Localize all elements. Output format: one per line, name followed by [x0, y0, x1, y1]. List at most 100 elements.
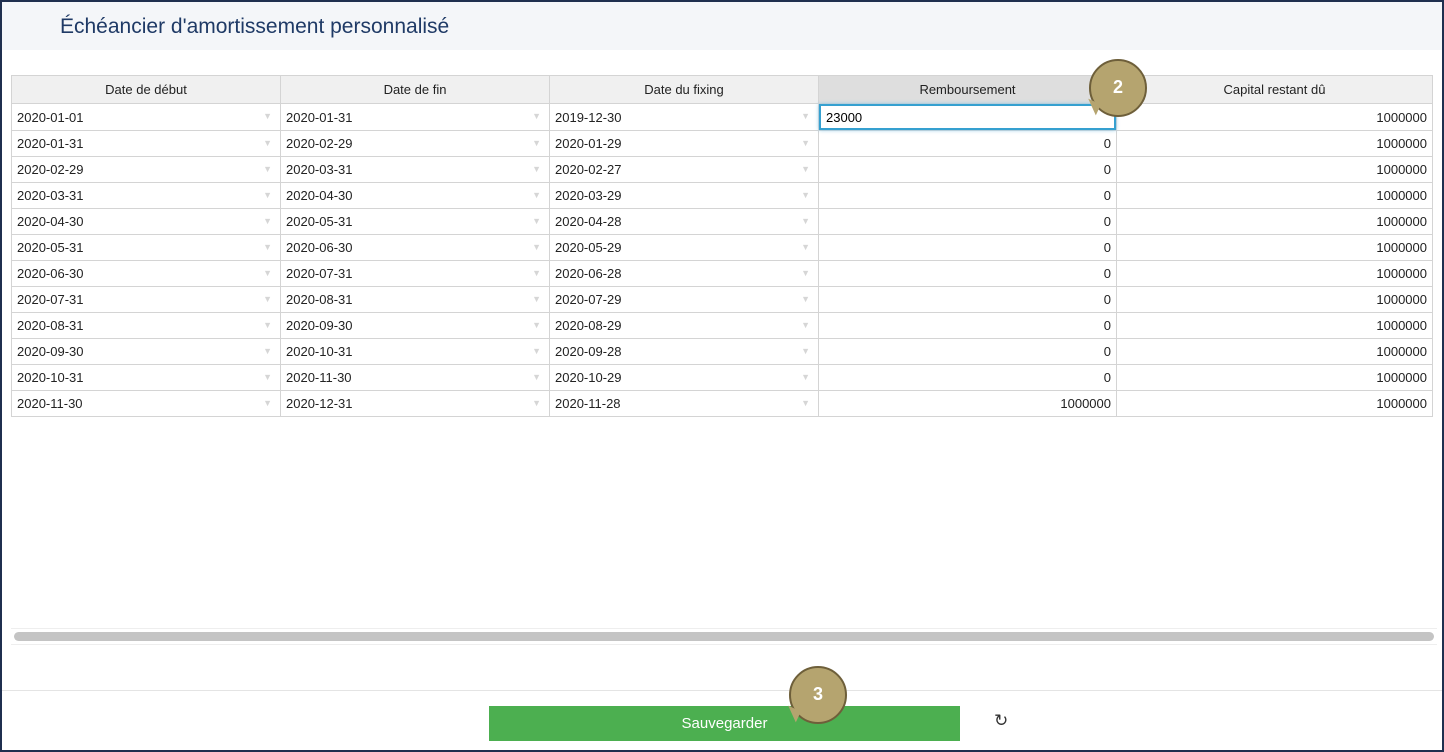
date-cell[interactable]: 2020-05-29 ▼: [549, 234, 819, 261]
remboursement-cell[interactable]: 0: [818, 338, 1117, 365]
refresh-icon[interactable]: ↻: [994, 711, 1009, 730]
column-header[interactable]: Date de début: [11, 75, 281, 104]
column-header[interactable]: Date du fixing: [549, 75, 819, 104]
dropdown-arrow-icon[interactable]: ▼: [532, 242, 541, 252]
date-cell[interactable]: 2020-01-29 ▼: [549, 130, 819, 157]
remboursement-cell[interactable]: 0: [818, 130, 1117, 157]
date-cell[interactable]: 2020-08-31 ▼: [11, 312, 281, 339]
dropdown-arrow-icon[interactable]: ▼: [263, 320, 272, 330]
dropdown-arrow-icon[interactable]: ▼: [532, 190, 541, 200]
dropdown-arrow-icon[interactable]: ▼: [801, 294, 810, 304]
date-cell[interactable]: 2020-03-29 ▼: [549, 182, 819, 209]
dropdown-arrow-icon[interactable]: ▼: [263, 372, 272, 382]
date-cell[interactable]: 2020-10-29 ▼: [549, 364, 819, 391]
dropdown-arrow-icon[interactable]: ▼: [263, 242, 272, 252]
date-cell[interactable]: 2020-01-01 ▼: [11, 103, 281, 131]
capital-cell[interactable]: 1000000: [1116, 103, 1433, 131]
date-cell[interactable]: 2020-02-27 ▼: [549, 156, 819, 183]
dropdown-arrow-icon[interactable]: ▼: [263, 398, 272, 408]
dropdown-arrow-icon[interactable]: ▼: [532, 398, 541, 408]
remboursement-cell[interactable]: 0: [818, 208, 1117, 235]
remboursement-cell[interactable]: 1000000: [818, 390, 1117, 417]
date-cell[interactable]: 2020-10-31 ▼: [280, 338, 550, 365]
date-cell[interactable]: 2020-03-31 ▼: [280, 156, 550, 183]
dropdown-arrow-icon[interactable]: ▼: [801, 268, 810, 278]
dropdown-arrow-icon[interactable]: ▼: [532, 164, 541, 174]
dropdown-arrow-icon[interactable]: ▼: [532, 320, 541, 330]
remboursement-cell[interactable]: 0: [818, 156, 1117, 183]
date-cell[interactable]: 2020-08-31 ▼: [280, 286, 550, 313]
horizontal-scrollbar-track[interactable]: [11, 628, 1437, 645]
capital-cell[interactable]: 1000000: [1116, 364, 1433, 391]
dropdown-arrow-icon[interactable]: ▼: [263, 216, 272, 226]
dropdown-arrow-icon[interactable]: ▼: [801, 398, 810, 408]
column-header[interactable]: Date de fin: [280, 75, 550, 104]
capital-cell[interactable]: 1000000: [1116, 182, 1433, 209]
dropdown-arrow-icon[interactable]: ▼: [801, 216, 810, 226]
dropdown-arrow-icon[interactable]: ▼: [532, 216, 541, 226]
date-cell[interactable]: 2020-06-30 ▼: [11, 260, 281, 287]
date-cell[interactable]: 2020-02-29 ▼: [280, 130, 550, 157]
dropdown-arrow-icon[interactable]: ▼: [801, 320, 810, 330]
remboursement-input[interactable]: [819, 104, 1116, 130]
date-cell[interactable]: 2020-03-31 ▼: [11, 182, 281, 209]
dropdown-arrow-icon[interactable]: ▼: [532, 111, 541, 121]
date-cell[interactable]: 2020-01-31 ▼: [11, 130, 281, 157]
date-cell[interactable]: 2020-12-31 ▼: [280, 390, 550, 417]
date-cell[interactable]: 2020-07-31 ▼: [280, 260, 550, 287]
column-header[interactable]: Capital restant dû: [1116, 75, 1433, 104]
dropdown-arrow-icon[interactable]: ▼: [801, 242, 810, 252]
date-cell[interactable]: 2020-09-30 ▼: [280, 312, 550, 339]
date-cell[interactable]: 2020-04-28 ▼: [549, 208, 819, 235]
remboursement-cell[interactable]: 0: [818, 364, 1117, 391]
date-cell[interactable]: 2020-11-30 ▼: [280, 364, 550, 391]
dropdown-arrow-icon[interactable]: ▼: [801, 111, 810, 121]
date-cell[interactable]: 2020-07-31 ▼: [11, 286, 281, 313]
date-cell[interactable]: 2020-09-30 ▼: [11, 338, 281, 365]
dropdown-arrow-icon[interactable]: ▼: [801, 164, 810, 174]
save-button[interactable]: Sauvegarder: [489, 706, 960, 741]
capital-cell[interactable]: 1000000: [1116, 156, 1433, 183]
date-cell[interactable]: 2020-11-28 ▼: [549, 390, 819, 417]
date-cell[interactable]: 2020-08-29 ▼: [549, 312, 819, 339]
dropdown-arrow-icon[interactable]: ▼: [263, 190, 272, 200]
date-cell[interactable]: 2019-12-30 ▼: [549, 103, 819, 131]
date-cell[interactable]: 2020-04-30 ▼: [280, 182, 550, 209]
capital-cell[interactable]: 1000000: [1116, 208, 1433, 235]
date-cell[interactable]: 2020-05-31 ▼: [280, 208, 550, 235]
dropdown-arrow-icon[interactable]: ▼: [801, 372, 810, 382]
date-cell[interactable]: 2020-04-30 ▼: [11, 208, 281, 235]
dropdown-arrow-icon[interactable]: ▼: [532, 294, 541, 304]
capital-cell[interactable]: 1000000: [1116, 260, 1433, 287]
date-cell[interactable]: 2020-09-28 ▼: [549, 338, 819, 365]
dropdown-arrow-icon[interactable]: ▼: [263, 346, 272, 356]
dropdown-arrow-icon[interactable]: ▼: [263, 138, 272, 148]
remboursement-cell[interactable]: 0: [818, 234, 1117, 261]
date-cell[interactable]: 2020-10-31 ▼: [11, 364, 281, 391]
remboursement-cell[interactable]: 0: [818, 182, 1117, 209]
dropdown-arrow-icon[interactable]: ▼: [801, 190, 810, 200]
date-cell[interactable]: 2020-06-28 ▼: [549, 260, 819, 287]
dropdown-arrow-icon[interactable]: ▼: [263, 111, 272, 121]
remboursement-cell[interactable]: 0: [818, 260, 1117, 287]
dropdown-arrow-icon[interactable]: ▼: [263, 294, 272, 304]
capital-cell[interactable]: 1000000: [1116, 390, 1433, 417]
remboursement-cell[interactable]: 0: [818, 312, 1117, 339]
dropdown-arrow-icon[interactable]: ▼: [263, 268, 272, 278]
dropdown-arrow-icon[interactable]: ▼: [263, 164, 272, 174]
date-cell[interactable]: 2020-01-31 ▼: [280, 103, 550, 131]
remboursement-cell[interactable]: [818, 103, 1117, 131]
capital-cell[interactable]: 1000000: [1116, 312, 1433, 339]
dropdown-arrow-icon[interactable]: ▼: [532, 372, 541, 382]
capital-cell[interactable]: 1000000: [1116, 286, 1433, 313]
dropdown-arrow-icon[interactable]: ▼: [801, 138, 810, 148]
date-cell[interactable]: 2020-11-30 ▼: [11, 390, 281, 417]
dropdown-arrow-icon[interactable]: ▼: [532, 346, 541, 356]
dropdown-arrow-icon[interactable]: ▼: [532, 138, 541, 148]
remboursement-cell[interactable]: 0: [818, 286, 1117, 313]
dropdown-arrow-icon[interactable]: ▼: [532, 268, 541, 278]
date-cell[interactable]: 2020-06-30 ▼: [280, 234, 550, 261]
capital-cell[interactable]: 1000000: [1116, 338, 1433, 365]
date-cell[interactable]: 2020-07-29 ▼: [549, 286, 819, 313]
horizontal-scrollbar[interactable]: [14, 632, 1434, 641]
